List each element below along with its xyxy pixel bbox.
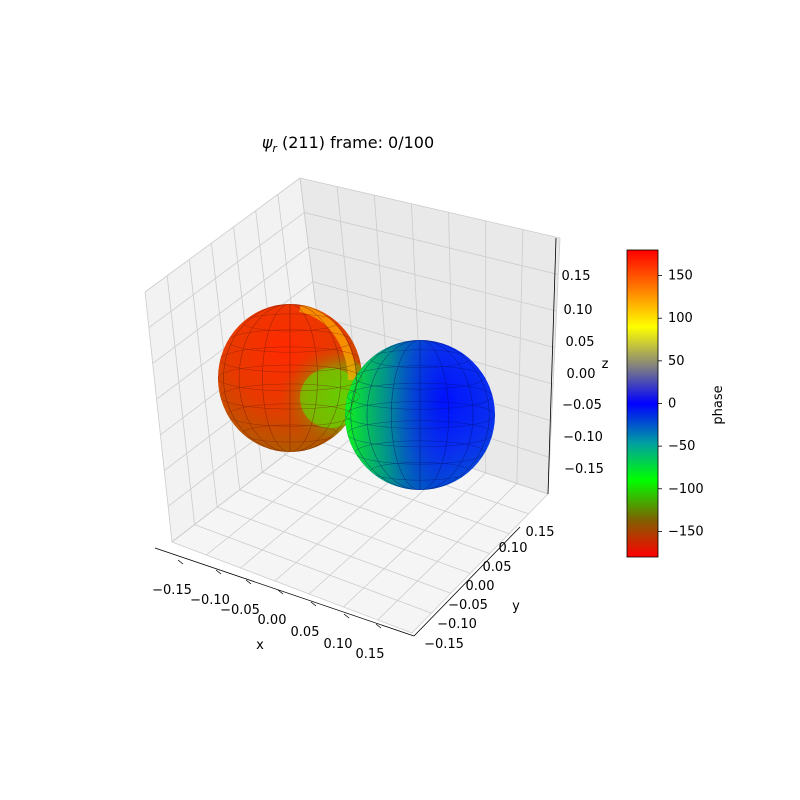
mesh-meridian bbox=[391, 340, 449, 490]
x-tick bbox=[277, 589, 284, 595]
z-tick-label: −0.05 bbox=[562, 398, 602, 413]
z-tick-label: 0.10 bbox=[564, 303, 593, 318]
mesh-parallel bbox=[345, 401, 495, 429]
y-tick-label: −0.10 bbox=[437, 617, 477, 632]
mesh-meridian bbox=[223, 304, 357, 452]
colorbar-tick-label: −50 bbox=[668, 439, 695, 454]
grid-line bbox=[411, 493, 549, 634]
z-tick-label: −0.10 bbox=[563, 430, 603, 445]
z-tick-label: −0.15 bbox=[564, 462, 604, 477]
y-tick-label: 0.05 bbox=[483, 560, 512, 575]
grid-line bbox=[148, 212, 305, 329]
grid-line bbox=[308, 246, 557, 312]
grid-line bbox=[377, 483, 518, 621]
x-tick bbox=[310, 601, 317, 607]
colorbar-tick-label: −100 bbox=[668, 482, 704, 497]
z-tick-labels: −0.15 −0.10 −0.05 0.00 0.05 0.10 0.15 bbox=[562, 269, 604, 477]
colorbar-tick-label: −150 bbox=[668, 524, 704, 539]
surface-mesh bbox=[218, 304, 495, 490]
grid-line bbox=[239, 489, 471, 574]
z-tick-label: 0.00 bbox=[567, 367, 596, 382]
mesh-parallel bbox=[347, 420, 493, 448]
colorbar: −150 −100 −50 0 50 100 150 phase bbox=[626, 249, 726, 558]
grid-line bbox=[152, 246, 309, 364]
grid-line bbox=[304, 212, 559, 275]
colorbar-tick-label: 150 bbox=[668, 269, 693, 284]
y-tick-label: −0.15 bbox=[424, 637, 464, 652]
x-tick-label: 0.15 bbox=[356, 647, 385, 662]
y-tick-label: 0.15 bbox=[526, 525, 555, 540]
grid-line bbox=[144, 177, 301, 293]
x-tick-label: 0.10 bbox=[324, 637, 353, 652]
x-tick-label: 0.00 bbox=[258, 613, 287, 628]
mesh-meridian bbox=[350, 340, 490, 490]
grid-line bbox=[284, 454, 510, 535]
grid-line bbox=[194, 524, 432, 614]
x-tick bbox=[245, 579, 252, 585]
grid-line bbox=[217, 506, 451, 594]
grid-line bbox=[343, 472, 486, 608]
y-tick-labels: −0.15 −0.10 −0.05 0.00 0.05 0.100.15 bbox=[424, 525, 554, 652]
x-tick-label: 0.05 bbox=[291, 625, 320, 640]
y-tick-label: 0.10 bbox=[499, 541, 528, 556]
axis-lines bbox=[154, 237, 557, 637]
grid-line bbox=[516, 229, 524, 484]
grid-line bbox=[547, 237, 561, 495]
x-axis-line bbox=[154, 547, 415, 637]
x-tick bbox=[215, 569, 222, 575]
grid-line bbox=[262, 471, 490, 554]
colorbar-gradient bbox=[626, 249, 659, 558]
x-tick bbox=[177, 559, 184, 565]
y-axis-line bbox=[413, 526, 521, 637]
mesh-meridian bbox=[238, 304, 342, 452]
colorbar-label: phase bbox=[711, 385, 726, 424]
z-tick-label: 0.05 bbox=[566, 335, 595, 350]
mesh-parallel bbox=[220, 346, 360, 373]
y-tick-label: 0.00 bbox=[466, 579, 495, 594]
colorbar-tick-label: 50 bbox=[668, 354, 685, 369]
x-tick-label: −0.10 bbox=[190, 593, 230, 608]
y-tick-label: −0.05 bbox=[448, 598, 488, 613]
mesh-parallel bbox=[227, 403, 353, 427]
z-tick-label: 0.15 bbox=[562, 269, 591, 284]
x-tick bbox=[375, 623, 382, 629]
mesh-parallel bbox=[227, 329, 353, 353]
z-axis-line bbox=[547, 237, 557, 495]
x-tick-label: −0.15 bbox=[152, 583, 192, 598]
grid-line bbox=[299, 177, 561, 239]
grid-line bbox=[312, 281, 555, 349]
grid-line bbox=[188, 259, 218, 508]
x-tick-label: −0.05 bbox=[220, 603, 260, 618]
x-tick-labels: −0.15−0.10−0.050.00 0.05 0.100.15 bbox=[152, 559, 385, 662]
mesh-meridian bbox=[262, 304, 318, 452]
lobe-mesh bbox=[345, 340, 495, 490]
z-axis-label: z bbox=[602, 357, 609, 372]
chart-title: ψr (211) frame: 0/100 bbox=[262, 133, 434, 155]
y-axis-label: y bbox=[512, 599, 520, 614]
x-axis-label: x bbox=[256, 638, 264, 653]
mesh-meridian bbox=[366, 340, 474, 490]
colorbar-ticks: −150 −100 −50 0 50 100 150 bbox=[658, 269, 704, 539]
mesh-parallel bbox=[354, 440, 486, 465]
x-tick bbox=[343, 613, 350, 619]
grid-line bbox=[166, 275, 195, 525]
grid-line bbox=[144, 291, 173, 543]
grid-line bbox=[171, 541, 413, 634]
grid-line bbox=[206, 430, 362, 556]
mesh-parallel bbox=[347, 382, 493, 410]
colorbar-tick-label: 0 bbox=[668, 397, 676, 412]
colorbar-tick-label: 100 bbox=[668, 311, 693, 326]
mesh-parallel bbox=[218, 364, 362, 392]
mesh-parallel bbox=[220, 383, 360, 410]
mesh-parallel bbox=[354, 365, 486, 390]
lobe-mesh bbox=[218, 304, 362, 452]
